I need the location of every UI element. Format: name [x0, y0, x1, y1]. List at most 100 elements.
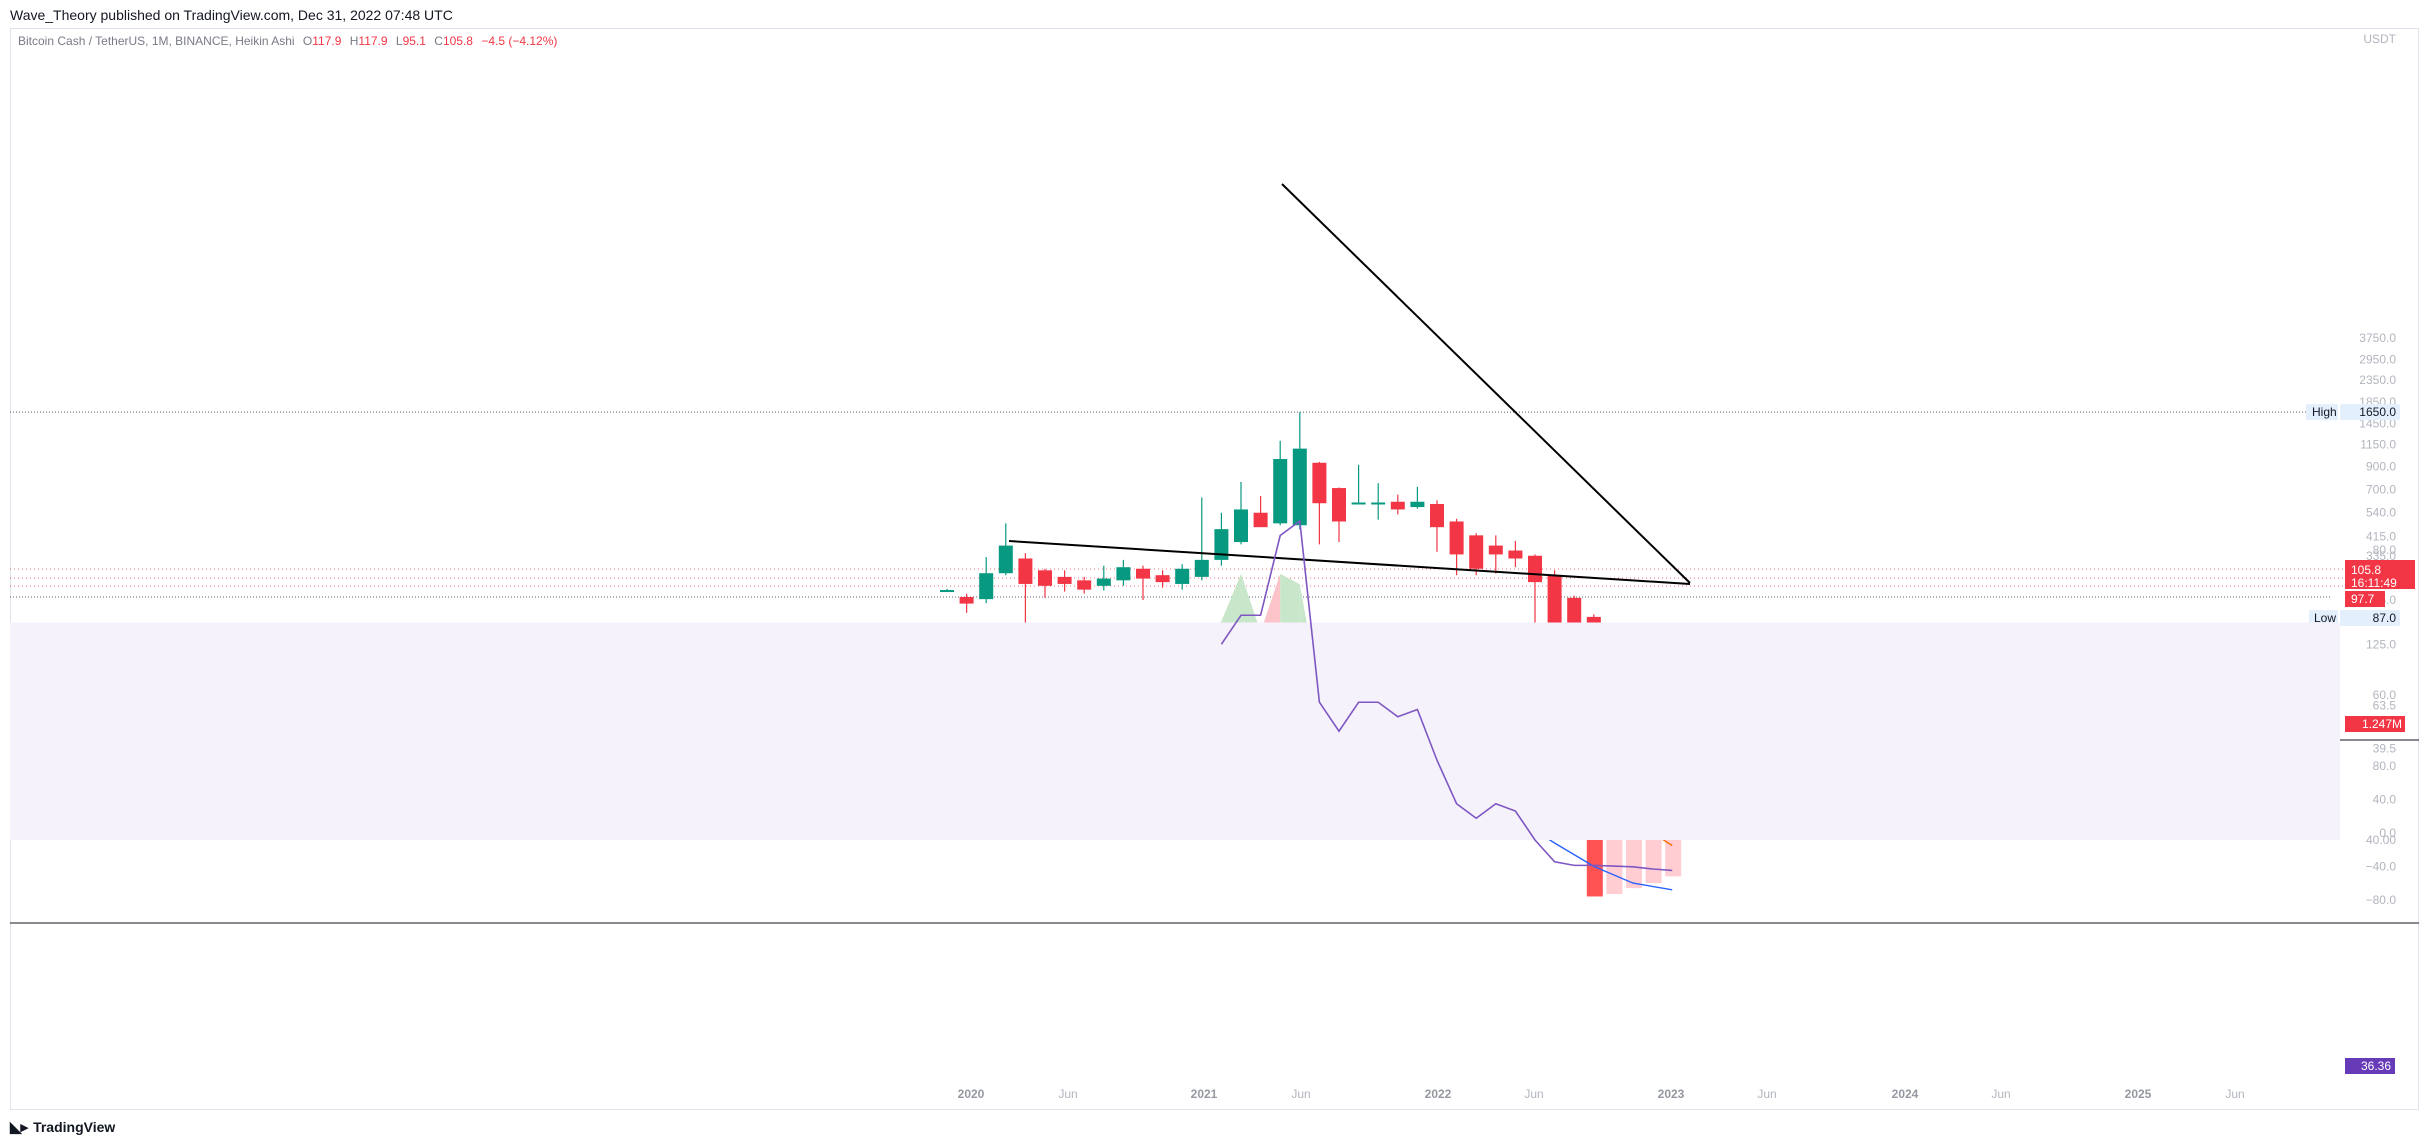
candle-body: [1234, 509, 1248, 543]
price-tick-label: 3750.0: [2359, 331, 2396, 345]
high-badge: [2306, 404, 2338, 421]
candle-body: [959, 596, 974, 604]
rsi-tick-label: 60.0: [2373, 688, 2397, 702]
candle-body: [1057, 576, 1072, 584]
candle-body: [1273, 459, 1288, 524]
macd-tick-label: −80.0: [2366, 893, 2397, 907]
price-tick-label: 700.0: [2366, 482, 2396, 496]
brand-name: TradingView: [33, 1119, 116, 1135]
candle-body: [1292, 448, 1307, 526]
candle-body: [1194, 559, 1209, 577]
time-tick-label: Jun: [2225, 1087, 2244, 1101]
rsi-band: [10, 622, 2340, 840]
candle-body: [1469, 535, 1484, 569]
price-tick-label: 2950.0: [2359, 353, 2396, 367]
macd-histogram-bar: [1645, 833, 1662, 884]
high-value-label: 1650.0: [2359, 405, 2396, 419]
time-tick-label: 2020: [958, 1087, 985, 1101]
time-tick-label: 2023: [1658, 1087, 1685, 1101]
low-label: L: [395, 34, 403, 48]
price-tick-label: 1150.0: [2360, 438, 2396, 452]
price-tick-label: 415.0: [2366, 529, 2396, 543]
low-badge-label: Low: [2314, 611, 2336, 625]
symbol-description[interactable]: Bitcoin Cash / TetherUS, 1M, BINANCE, He…: [18, 34, 295, 48]
countdown-label: 16:11:49: [2351, 576, 2397, 590]
last-price-badge: [2345, 560, 2415, 589]
candle-body: [1116, 567, 1131, 581]
candle-body: [1077, 580, 1092, 590]
time-tick-label: 2024: [1892, 1087, 1919, 1101]
price-tick-label: 63.5: [2373, 699, 2397, 713]
macd-histogram-bar: [1606, 833, 1623, 894]
volume-badge: [2345, 716, 2405, 732]
time-tick-label: Jun: [1991, 1087, 2010, 1101]
low-value: 95.1: [402, 34, 426, 48]
price-tick-label: 2350.0: [2359, 373, 2396, 387]
close-value: 105.8: [442, 34, 473, 48]
candle-body: [1528, 555, 1542, 583]
open-value: 117.9: [312, 34, 342, 48]
time-tick-label: 2022: [1425, 1087, 1452, 1101]
low-badge: [2309, 610, 2338, 626]
price-tick-label: 540.0: [2366, 506, 2396, 520]
rsi-value-label: 36.36: [2361, 1059, 2391, 1073]
change-value: −4.5 (−4.12%): [481, 34, 558, 48]
candle-body: [1312, 462, 1327, 504]
price-tick-label: 39.5: [2373, 741, 2397, 755]
candle-body: [1155, 575, 1170, 583]
volume-value-label: 1.247M: [2362, 717, 2402, 731]
high-label: H: [349, 34, 359, 48]
candle-body: [1508, 550, 1523, 559]
marker-price-badge: [2345, 591, 2385, 607]
upper-trendline: [1281, 183, 1691, 584]
macd-tick-label: 80.0: [2373, 759, 2397, 773]
tradingview-logo-icon: ◣▸: [10, 1119, 28, 1136]
candle-body: [1096, 578, 1111, 586]
time-tick-label: Jun: [1757, 1087, 1776, 1101]
time-tick-label: Jun: [1291, 1087, 1310, 1101]
marker-price-label: 97.7: [2351, 592, 2375, 606]
price-tick-label: 900.0: [2366, 460, 2396, 474]
candle-body: [1038, 570, 1052, 586]
candle-body: [1332, 488, 1346, 522]
chart-legend: Bitcoin Cash / TetherUS, 1M, BINANCE, He…: [18, 34, 557, 48]
price-tick-label: 125.0: [2366, 638, 2396, 652]
axis-currency-label: USDT: [2363, 32, 2396, 46]
candle-body: [1410, 501, 1425, 508]
macd-tick-label: 0.0: [2379, 826, 2396, 840]
last-price-label: 105.8: [2351, 563, 2381, 577]
tradingview-footer[interactable]: ◣▸ TradingView: [10, 1118, 115, 1136]
rsi-line: [1220, 519, 1673, 872]
lower-trendline: [1008, 540, 1691, 585]
candle-body: [1488, 545, 1503, 555]
rsi-tick-label: 40.00: [2366, 833, 2396, 847]
macd-tick-label: −40.0: [2366, 859, 2397, 873]
high-value: 117.9: [358, 34, 388, 48]
macd-tick-label: 40.0: [2373, 793, 2397, 807]
candle-body: [979, 573, 994, 600]
macd-histogram-bar: [1626, 833, 1642, 889]
candle-body: [1371, 502, 1386, 505]
candle-body: [1351, 502, 1366, 505]
candle-body: [1390, 501, 1405, 510]
candle-body: [1430, 503, 1444, 528]
low-value-label: 87.0: [2373, 611, 2397, 625]
low-value-badge: [2340, 610, 2400, 626]
high-value-badge: [2340, 404, 2400, 421]
candle-body: [1018, 558, 1033, 584]
publisher-info: Wave_Theory published on TradingView.com…: [10, 7, 453, 23]
price-tick-label: 335.0: [2366, 549, 2396, 563]
time-tick-label: Jun: [1058, 1087, 1077, 1101]
candle-body: [1136, 568, 1150, 579]
candle-body: [1214, 529, 1229, 560]
close-label: C: [434, 34, 443, 48]
candle-body: [1449, 521, 1464, 555]
candle-body: [1253, 512, 1268, 528]
open-label: O: [302, 34, 313, 48]
candle-body: [1547, 575, 1562, 626]
rsi-tick-label: 80.0: [2373, 543, 2397, 557]
candle-body: [1175, 568, 1190, 584]
time-tick-label: 2021: [1191, 1087, 1218, 1101]
high-badge-label: High: [2312, 405, 2337, 419]
